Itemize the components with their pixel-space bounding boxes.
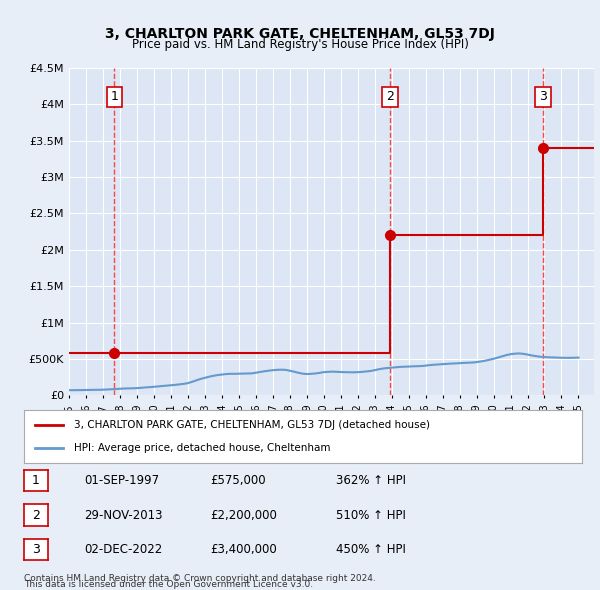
Text: 450% ↑ HPI: 450% ↑ HPI <box>336 543 406 556</box>
Text: 2: 2 <box>386 90 394 103</box>
Text: 3: 3 <box>539 90 547 103</box>
Text: 3, CHARLTON PARK GATE, CHELTENHAM, GL53 7DJ (detached house): 3, CHARLTON PARK GATE, CHELTENHAM, GL53 … <box>74 420 430 430</box>
Text: This data is licensed under the Open Government Licence v3.0.: This data is licensed under the Open Gov… <box>24 580 313 589</box>
Text: 1: 1 <box>32 474 40 487</box>
Text: 01-SEP-1997: 01-SEP-1997 <box>84 474 159 487</box>
Text: £575,000: £575,000 <box>210 474 266 487</box>
Text: £2,200,000: £2,200,000 <box>210 509 277 522</box>
Text: HPI: Average price, detached house, Cheltenham: HPI: Average price, detached house, Chel… <box>74 443 331 453</box>
Text: 1: 1 <box>110 90 118 103</box>
Text: Price paid vs. HM Land Registry's House Price Index (HPI): Price paid vs. HM Land Registry's House … <box>131 38 469 51</box>
Text: 29-NOV-2013: 29-NOV-2013 <box>84 509 163 522</box>
Text: Contains HM Land Registry data © Crown copyright and database right 2024.: Contains HM Land Registry data © Crown c… <box>24 574 376 583</box>
Text: 510% ↑ HPI: 510% ↑ HPI <box>336 509 406 522</box>
Text: £3,400,000: £3,400,000 <box>210 543 277 556</box>
Text: 362% ↑ HPI: 362% ↑ HPI <box>336 474 406 487</box>
Text: 2: 2 <box>32 509 40 522</box>
Text: 3: 3 <box>32 543 40 556</box>
Text: 02-DEC-2022: 02-DEC-2022 <box>84 543 162 556</box>
Text: 3, CHARLTON PARK GATE, CHELTENHAM, GL53 7DJ: 3, CHARLTON PARK GATE, CHELTENHAM, GL53 … <box>105 27 495 41</box>
